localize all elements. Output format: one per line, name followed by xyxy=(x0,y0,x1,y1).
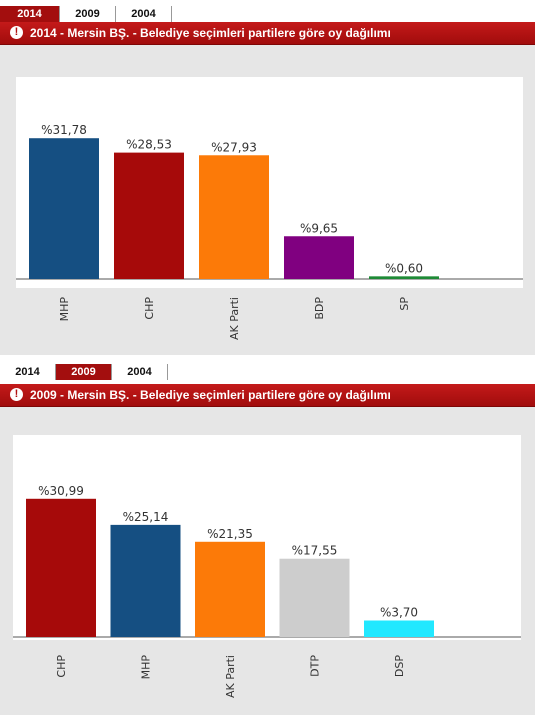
year-tabs: 2014 2009 2004 xyxy=(0,6,172,22)
bar-chart-2009: %30,99 CHP %25,14 MHP %21,35 AK Parti %17,55 DT… xyxy=(13,484,521,698)
chart-title: 2009 - Mersin BŞ. - Belediye seçimleri p… xyxy=(30,388,391,402)
bar-chart-2014: %31,78 MHP %28,53 CHP %27,93 AK Parti %9,65 BDP… xyxy=(16,123,523,340)
data-label: %0,60 xyxy=(385,261,423,275)
x-tick-label: CHP xyxy=(55,655,68,678)
bar[interactable] xyxy=(29,138,99,279)
tab-2004[interactable]: 2004 xyxy=(112,364,168,380)
bar[interactable] xyxy=(199,155,269,279)
tab-2009[interactable]: 2009 xyxy=(56,364,112,380)
bar[interactable] xyxy=(195,541,265,637)
x-tick-label: MHP xyxy=(140,655,153,680)
bar[interactable] xyxy=(369,276,439,279)
chart-area: %31,78 MHP %28,53 CHP %27,93 AK Parti %9,65 BDP… xyxy=(0,45,535,355)
bar[interactable] xyxy=(114,152,184,279)
tab-2004[interactable]: 2004 xyxy=(116,6,172,22)
tab-2014[interactable]: 2014 xyxy=(0,6,60,22)
data-label: %27,93 xyxy=(211,140,257,154)
chart-title-bar: ! 2009 - Mersin BŞ. - Belediye seçimleri… xyxy=(0,384,535,407)
tab-2014[interactable]: 2014 xyxy=(0,364,56,380)
chart-area: %30,99 CHP %25,14 MHP %21,35 AK Parti %17,55 DT… xyxy=(0,407,535,715)
bar[interactable] xyxy=(279,558,350,637)
x-tick-label: BDP xyxy=(313,297,326,320)
data-label: %21,35 xyxy=(207,527,253,541)
x-tick-label: AK Parti xyxy=(228,297,241,340)
bar[interactable] xyxy=(284,236,354,279)
chart-title: 2014 - Mersin BŞ. - Belediye seçimleri p… xyxy=(30,26,391,40)
bar[interactable] xyxy=(364,620,434,637)
data-label: %28,53 xyxy=(126,138,172,152)
plot-area xyxy=(16,77,523,288)
x-tick-label: DTP xyxy=(309,655,322,677)
data-label: %3,70 xyxy=(380,605,418,619)
data-label: %25,14 xyxy=(123,510,169,524)
info-icon[interactable]: ! xyxy=(10,388,23,401)
data-label: %30,99 xyxy=(38,484,84,498)
x-tick-label: DSP xyxy=(393,655,406,677)
data-label: %9,65 xyxy=(300,221,338,235)
x-tick-label: MHP xyxy=(58,297,71,322)
x-tick-label: AK Parti xyxy=(224,655,237,698)
plot-area xyxy=(13,435,521,640)
data-label: %17,55 xyxy=(292,544,338,558)
x-tick-label: SP xyxy=(398,297,411,311)
year-tabs: 2014 2009 2004 xyxy=(0,364,168,380)
bar[interactable] xyxy=(110,524,181,637)
chart-title-bar: ! 2014 - Mersin BŞ. - Belediye seçimleri… xyxy=(0,22,535,45)
x-tick-label: CHP xyxy=(143,297,156,320)
bar[interactable] xyxy=(26,498,96,637)
data-label: %31,78 xyxy=(41,123,87,137)
info-icon[interactable]: ! xyxy=(10,26,23,39)
tab-2009[interactable]: 2009 xyxy=(60,6,116,22)
